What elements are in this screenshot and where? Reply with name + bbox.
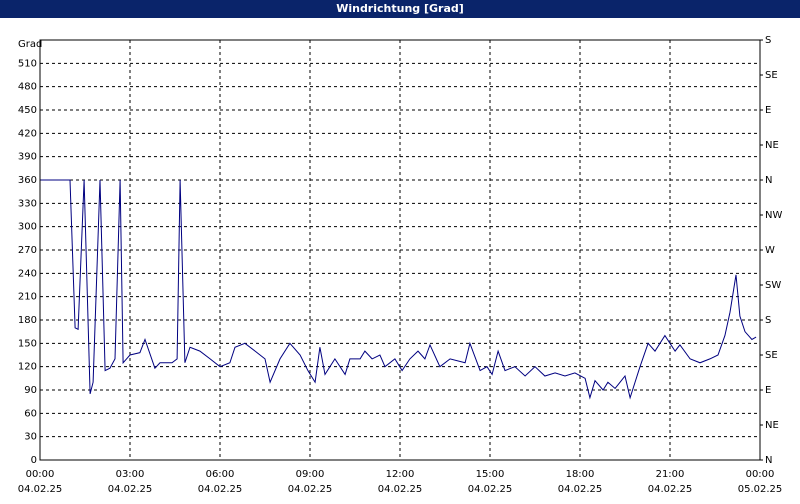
y-tick-label: 60 <box>24 408 37 419</box>
y2-tick-label: SE <box>765 350 778 361</box>
x-tick-date: 04.02.25 <box>108 484 153 495</box>
y2-tick-label: NW <box>765 210 782 221</box>
y-tick-label: 270 <box>18 245 37 256</box>
x-tick-date: 04.02.25 <box>18 484 63 495</box>
data-line <box>40 179 757 400</box>
title-bar <box>0 0 800 18</box>
y2-tick-label: S <box>765 35 771 46</box>
y-tick-label: 360 <box>18 175 37 186</box>
y2-tick-label: NE <box>765 420 779 431</box>
y2-tick-label: SW <box>765 280 781 291</box>
x-tick-label: 12:00 <box>386 469 415 480</box>
y-tick-label: 180 <box>18 315 37 326</box>
y-tick-label: 150 <box>18 338 37 349</box>
y-tick-label: 210 <box>18 292 37 303</box>
y2-tick-label: SE <box>765 70 778 81</box>
y-tick-label: 480 <box>18 82 37 93</box>
x-tick-label: 00:00 <box>746 469 775 480</box>
y-tick-label: 0 <box>31 455 37 466</box>
y2-tick-label: N <box>765 175 772 186</box>
x-tick-date: 04.02.25 <box>468 484 513 495</box>
y-tick-label: 300 <box>18 222 37 233</box>
y-tick-label: 420 <box>18 128 37 139</box>
y-axis-label: Grad <box>18 39 42 50</box>
y2-tick-label: N <box>765 455 772 466</box>
y2-tick-label: S <box>765 315 771 326</box>
y2-tick-label: E <box>765 385 771 396</box>
x-tick-label: 18:00 <box>566 469 595 480</box>
y-tick-label: 510 <box>18 58 37 69</box>
x-tick-date: 04.02.25 <box>378 484 423 495</box>
x-tick-label: 21:00 <box>656 469 685 480</box>
y-tick-label: 30 <box>24 432 37 443</box>
x-tick-label: 09:00 <box>296 469 325 480</box>
y2-tick-label: E <box>765 105 771 116</box>
y-tick-label: 90 <box>24 385 37 396</box>
y-tick-label: 330 <box>18 198 37 209</box>
y-tick-label: 450 <box>18 105 37 116</box>
x-tick-label: 03:00 <box>116 469 145 480</box>
x-tick-label: 00:00 <box>26 469 55 480</box>
x-tick-date: 04.02.25 <box>558 484 603 495</box>
y-tick-label: 240 <box>18 268 37 279</box>
x-tick-date: 04.02.25 <box>288 484 333 495</box>
x-tick-date: 05.02.25 <box>738 484 783 495</box>
chart-title: Windrichtung [Grad] <box>336 2 464 15</box>
x-tick-date: 04.02.25 <box>198 484 243 495</box>
y-tick-label: 390 <box>18 152 37 163</box>
x-tick-date: 04.02.25 <box>648 484 693 495</box>
y-tick-label: 120 <box>18 362 37 373</box>
y2-tick-label: NE <box>765 140 779 151</box>
y2-tick-label: W <box>765 245 775 256</box>
x-tick-label: 06:00 <box>206 469 235 480</box>
x-tick-label: 15:00 <box>476 469 505 480</box>
